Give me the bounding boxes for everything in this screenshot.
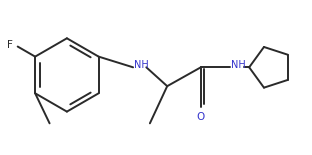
Text: F: F xyxy=(7,40,12,49)
Text: O: O xyxy=(197,112,205,122)
Text: NH: NH xyxy=(232,60,246,70)
Text: NH: NH xyxy=(134,60,149,70)
